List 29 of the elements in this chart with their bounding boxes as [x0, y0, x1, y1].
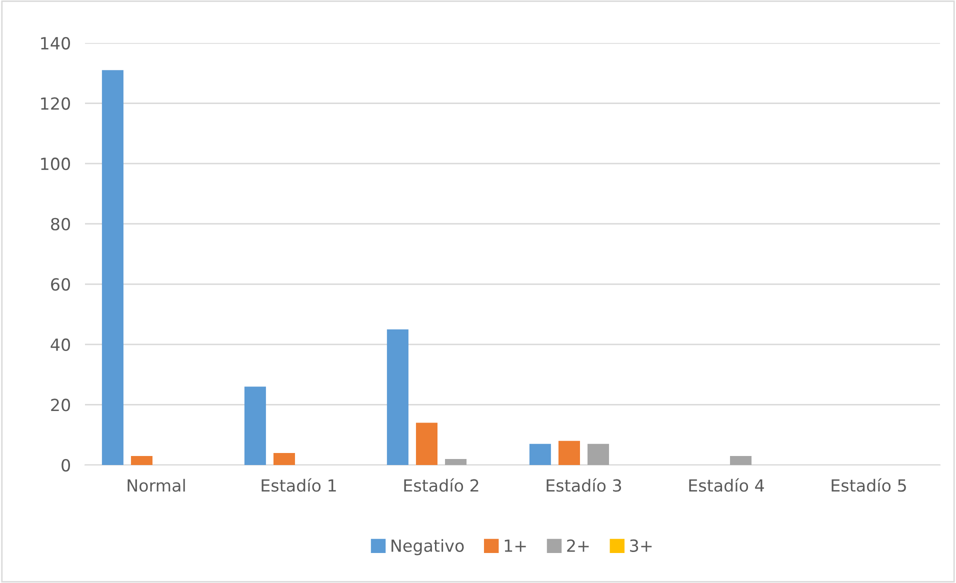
y-tick-label: 40: [50, 338, 70, 351]
bar: [130, 456, 152, 465]
bar: [386, 329, 408, 465]
bar: [102, 70, 124, 465]
bar: [730, 456, 752, 465]
bar: [244, 386, 266, 465]
y-tick-label: 100: [41, 158, 70, 170]
bar: [588, 444, 610, 465]
legend-label: 3+: [630, 539, 652, 552]
x-tick-label: Estadío 5: [832, 478, 906, 492]
legend-label: 1+: [504, 540, 526, 552]
x-tick-label: Estadío 1: [262, 478, 336, 492]
y-tick-label: 20: [51, 398, 70, 412]
bar: [529, 444, 551, 465]
legend-label: Negativo: [392, 539, 464, 556]
y-tick-label: 80: [51, 218, 70, 230]
y-tick-label: 60: [51, 278, 70, 291]
bar: [416, 422, 438, 465]
y-tick-label: 0: [62, 458, 70, 472]
y-tick-label: 120: [41, 97, 70, 110]
x-tick-label: Estadío 3: [546, 478, 622, 492]
x-tick-label: Normal: [128, 478, 185, 492]
bar: [445, 458, 467, 465]
bar: [558, 440, 580, 465]
bar: [273, 452, 295, 465]
x-tick-label: Estadío 4: [689, 478, 764, 492]
legend-label: 2+: [567, 539, 589, 552]
y-tick-label: 140: [41, 36, 70, 50]
x-tick-label: Estadío 2: [404, 478, 478, 492]
